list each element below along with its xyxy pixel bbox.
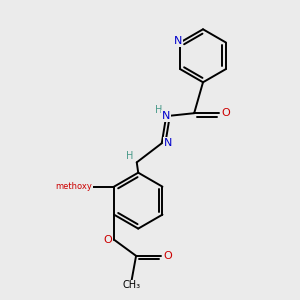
Text: H: H bbox=[126, 151, 133, 161]
Text: N: N bbox=[173, 36, 182, 46]
Text: H: H bbox=[155, 105, 163, 115]
Text: OCH₃: OCH₃ bbox=[62, 182, 86, 191]
Text: methoxy: methoxy bbox=[55, 182, 92, 191]
Text: O: O bbox=[221, 108, 230, 118]
Text: N: N bbox=[162, 111, 170, 121]
Text: O: O bbox=[104, 235, 112, 245]
Text: O: O bbox=[163, 251, 172, 261]
Text: N: N bbox=[164, 138, 172, 148]
Text: CH₃: CH₃ bbox=[123, 280, 141, 290]
